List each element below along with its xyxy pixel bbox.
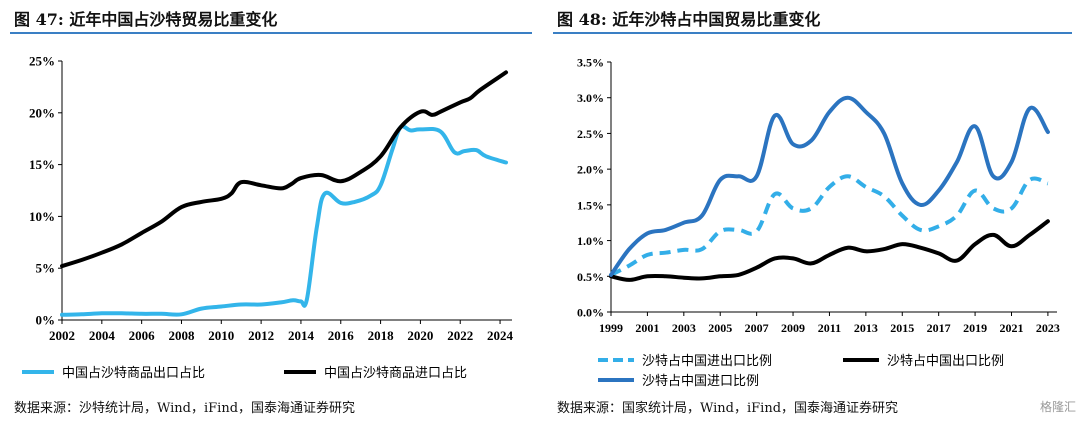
x-tick-label: 2002 xyxy=(49,328,75,343)
x-tick-label: 2022 xyxy=(447,328,473,343)
y-tick-label: 20% xyxy=(29,105,55,120)
x-tick-label: 2009 xyxy=(781,321,805,335)
y-tick-label: 5% xyxy=(36,261,56,276)
x-tick-label: 2006 xyxy=(129,328,156,343)
series-line-1 xyxy=(609,219,1050,282)
figure-47-source: 数据来源：沙特统计局，Wind，iFind，国泰海通证券研究 xyxy=(14,401,356,416)
figure-47-chart: 0% 5% 10% 15% 20% 25% 2002 2004 2006 2008 2010 2012… xyxy=(22,54,514,380)
series-line-0 xyxy=(610,174,1049,277)
x-tick-label: 2021 xyxy=(999,321,1023,335)
legend-label: 中国占沙特商品进口占比 xyxy=(324,365,467,380)
x-tick-label: 2001 xyxy=(635,321,659,335)
figure-48-chart: 0.0% 0.5% 1.0% 1.5% 2.0% 2.5% 3.0% 3.5% 1999 2001… xyxy=(577,56,1060,389)
figure-48-panel: 图 48: 近年沙特占中国贸易比重变化 0.0% 0.5% 1.0% 1.5% 2.0%… xyxy=(543,0,1080,421)
x-tick-label: 2023 xyxy=(1036,321,1060,335)
x-tick-label: 2007 xyxy=(745,321,769,335)
series-line-0 xyxy=(60,124,508,317)
x-tick-label: 2020 xyxy=(407,328,433,343)
y-tick-label: 2.5% xyxy=(577,127,604,141)
y-tick-label: 15% xyxy=(29,157,55,172)
series-line-1 xyxy=(60,70,508,269)
y-tick-label: 25% xyxy=(29,54,55,69)
title-rule xyxy=(10,32,532,34)
x-tick-label: 2024 xyxy=(487,328,514,343)
x-tick-label: 2016 xyxy=(328,328,355,343)
x-tick-label: 2005 xyxy=(708,321,732,335)
watermark: 格隆汇 xyxy=(1039,400,1076,414)
y-tick-label: 10% xyxy=(29,209,55,224)
figure-47-title: 图 47: 近年中国占沙特贸易比重变化 xyxy=(14,10,278,29)
legend-label: 沙特占中国进出口比例 xyxy=(642,353,772,368)
title-rule xyxy=(553,32,1072,34)
x-tick-label: 2011 xyxy=(818,321,841,335)
x-tick-label: 2010 xyxy=(208,328,234,343)
legend-label: 中国占沙特商品出口占比 xyxy=(62,365,205,380)
x-tick-label: 2017 xyxy=(927,321,951,335)
y-tick-label: 3.5% xyxy=(577,56,604,70)
x-tick-label: 2004 xyxy=(89,328,116,343)
figure-48-source: 数据来源：国家统计局，Wind，iFind，国泰海通证券研究 xyxy=(557,401,899,416)
figure-48-title: 图 48: 近年沙特占中国贸易比重变化 xyxy=(557,10,821,29)
y-tick-label: 2.0% xyxy=(577,163,604,177)
x-tick-label: 2018 xyxy=(368,328,395,343)
series-line-2 xyxy=(609,95,1050,277)
x-tick-label: 2015 xyxy=(890,321,914,335)
x-tick-label: 1999 xyxy=(599,321,623,335)
x-tick-label: 2019 xyxy=(963,321,987,335)
y-tick-label: 1.5% xyxy=(577,198,604,212)
x-tick-label: 2012 xyxy=(248,328,274,343)
legend-label: 沙特占中国进口比例 xyxy=(642,373,759,388)
y-tick-label: 0.0% xyxy=(577,306,604,320)
x-tick-label: 2013 xyxy=(854,321,878,335)
x-tick-label: 2003 xyxy=(672,321,696,335)
y-tick-label: 0% xyxy=(36,313,56,328)
figure-47-panel: 图 47: 近年中国占沙特贸易比重变化 0% 5% 10% 15% 20% 25% 2002… xyxy=(10,10,532,416)
x-tick-label: 2014 xyxy=(288,328,315,343)
legend-label: 沙特占中国出口比例 xyxy=(887,353,1004,368)
x-tick-label: 2008 xyxy=(168,328,195,343)
y-tick-label: 3.0% xyxy=(577,91,604,105)
y-tick-label: 0.5% xyxy=(577,270,604,284)
y-tick-label: 1.0% xyxy=(577,234,604,248)
